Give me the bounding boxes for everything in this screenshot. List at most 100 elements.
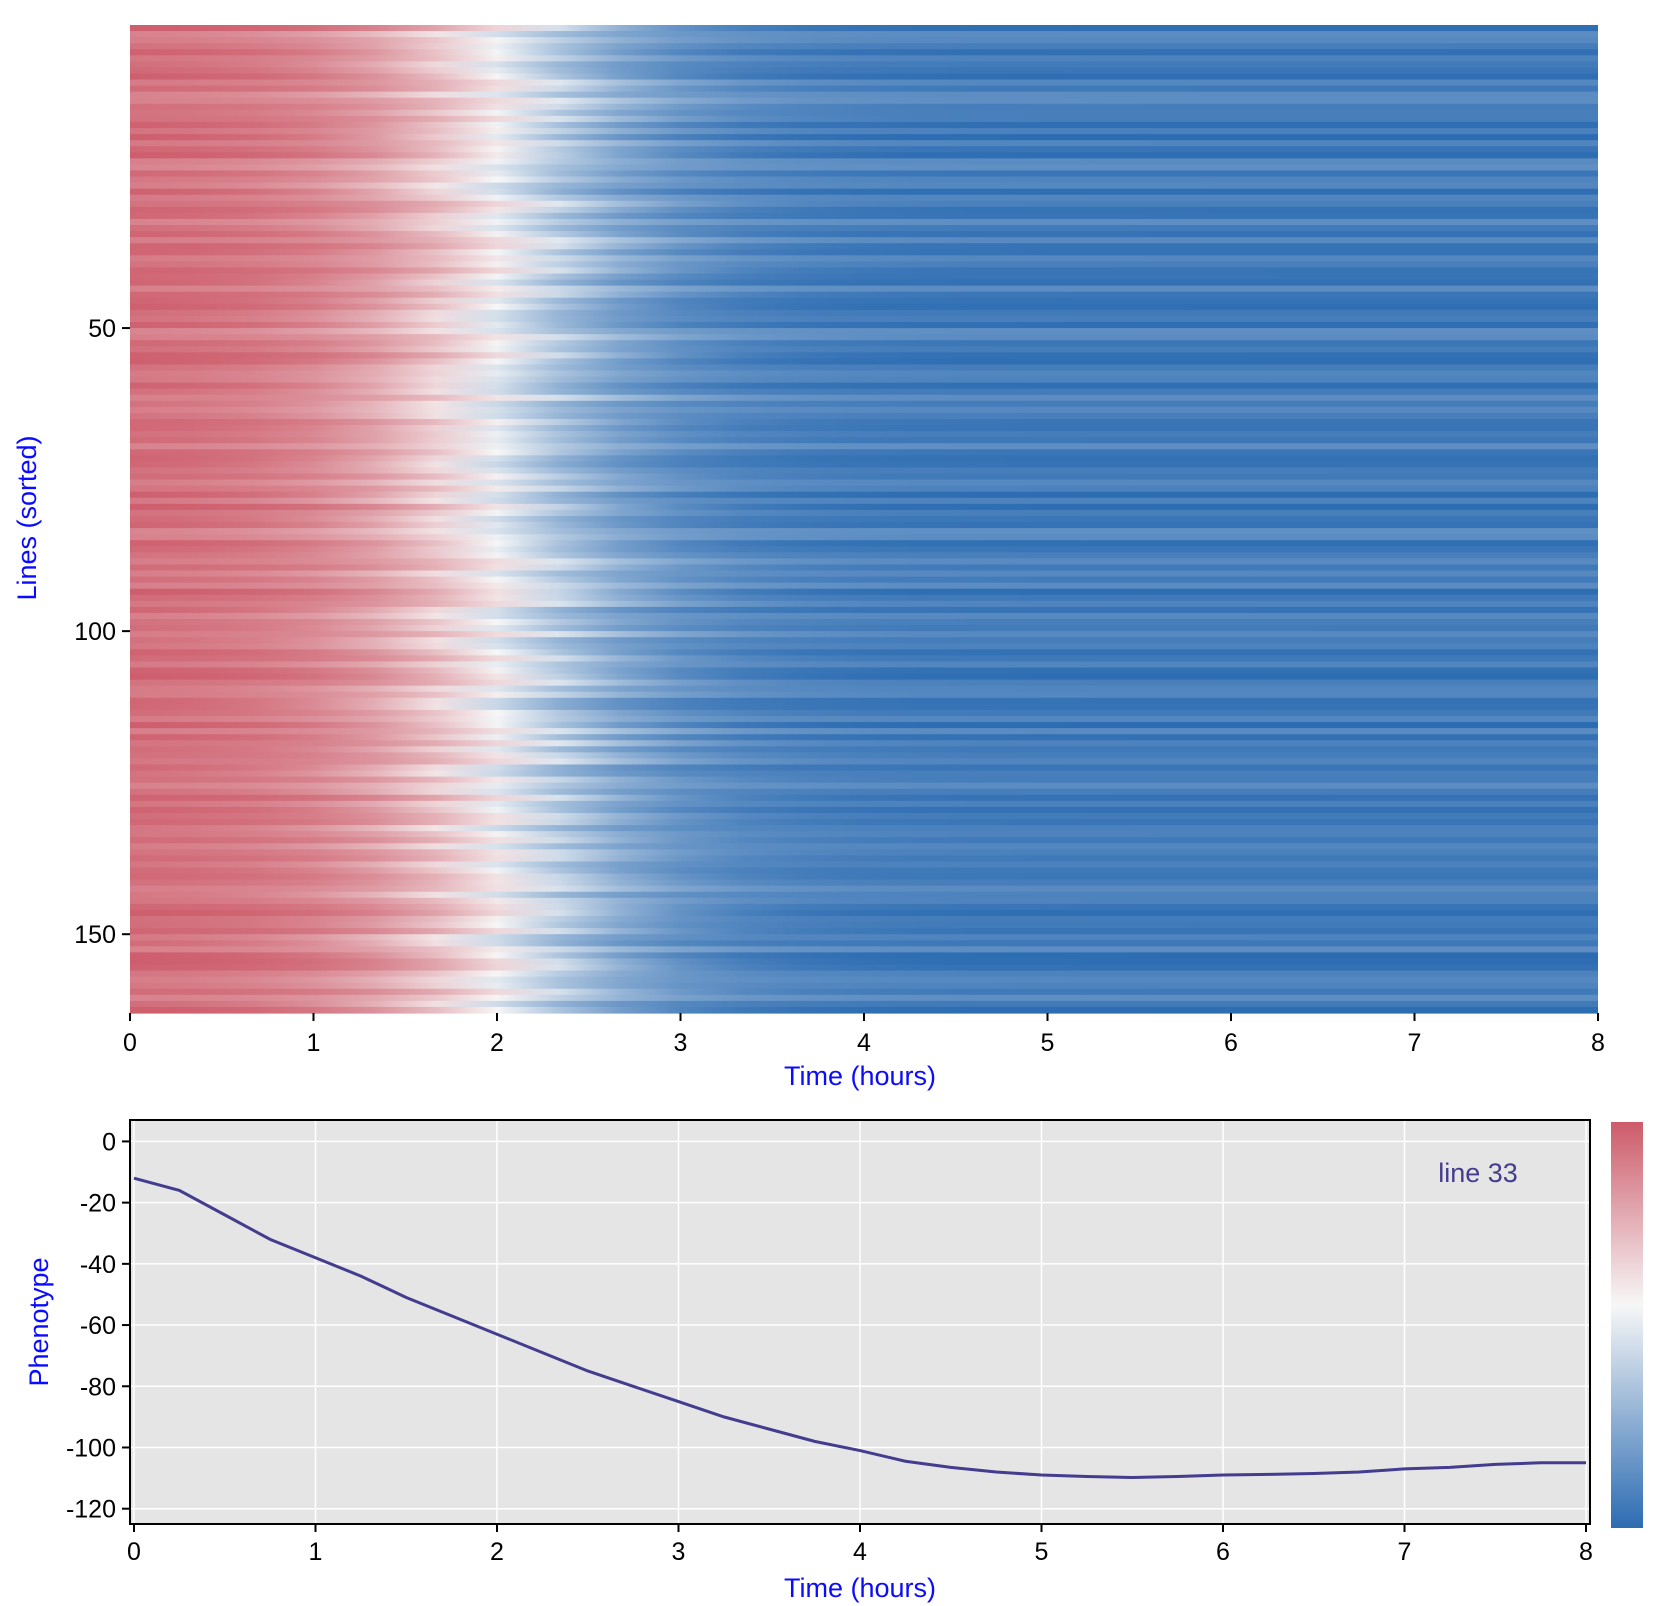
- heatmap-row: [130, 479, 1598, 487]
- heatmap-row: [130, 358, 1598, 366]
- heatmap-row: [130, 231, 1598, 238]
- heatmap-row: [130, 394, 1598, 402]
- heatmap-row: [130, 467, 1598, 475]
- heatmap-row: [130, 461, 1598, 469]
- x-tick-label: 4: [853, 1538, 867, 1566]
- heatmap-row: [130, 988, 1598, 996]
- heatmap-row: [130, 594, 1598, 602]
- heatmap-row: [130, 437, 1598, 444]
- heatmap-row: [130, 776, 1598, 784]
- heatmap-row: [130, 819, 1598, 826]
- heatmap-row: [130, 552, 1598, 559]
- heatmap-row: [130, 740, 1598, 747]
- heatmap-row: [130, 352, 1598, 359]
- heatmap-cells: [130, 25, 1598, 1014]
- x-tick-label: 4: [857, 1029, 871, 1057]
- heatmap-row: [130, 843, 1598, 850]
- y-tick-label: 50: [88, 315, 116, 343]
- heatmap-row: [130, 188, 1598, 196]
- heatmap-row: [130, 128, 1598, 135]
- line-plot-gridlines: [131, 1121, 1589, 1523]
- heatmap-row: [130, 631, 1598, 638]
- heatmap-row: [130, 55, 1598, 62]
- x-tick-label: 6: [1224, 1029, 1238, 1057]
- heatmap-row: [130, 764, 1598, 772]
- heatmap-row: [130, 540, 1598, 547]
- heatmap-x-ticks: 0 1 2 3 4 5 6 7 8: [123, 1013, 1605, 1057]
- heatmap-row: [130, 806, 1598, 814]
- line-plot-x-ticks: 0 1 2 3 4 5 6 7 8: [127, 1524, 1593, 1566]
- y-tick-label: -60: [80, 1312, 116, 1340]
- heatmap-row: [130, 103, 1598, 111]
- heatmap-row: [130, 891, 1598, 899]
- heatmap-row: [130, 485, 1598, 493]
- heatmap-row: [130, 746, 1598, 753]
- heatmap-row: [130, 649, 1598, 656]
- heatmap-row: [130, 515, 1598, 523]
- heatmap-row: [130, 334, 1598, 341]
- heatmap-row: [130, 164, 1598, 172]
- heatmap-row: [130, 473, 1598, 481]
- heatmap-row: [130, 800, 1598, 808]
- heatmap-row: [130, 382, 1598, 390]
- x-tick-label: 3: [674, 1029, 688, 1057]
- y-tick-label: -40: [80, 1251, 116, 1279]
- heatmap-panel: 0 1 2 3 4 5 6 7 8 50 100 150 Time (hours) Lines (s…: [12, 25, 1605, 1091]
- heatmap-row: [130, 673, 1598, 681]
- heatmap-row: [130, 934, 1598, 941]
- heatmap-row: [130, 400, 1598, 408]
- line-plot-y-axis-title: Phenotype: [24, 1257, 54, 1386]
- heatmap-row: [130, 200, 1598, 208]
- heatmap-row: [130, 946, 1598, 953]
- heatmap-row: [130, 812, 1598, 820]
- heatmap-row: [130, 1000, 1598, 1008]
- heatmap-row: [130, 940, 1598, 947]
- x-tick-label: 0: [123, 1029, 137, 1057]
- y-tick-label: -80: [80, 1373, 116, 1401]
- heatmap-row: [130, 309, 1598, 317]
- heatmap-row: [130, 79, 1598, 87]
- heatmap-row: [130, 570, 1598, 578]
- heatmap-row: [130, 261, 1598, 269]
- heatmap-row: [130, 922, 1598, 929]
- heatmap-row: [130, 509, 1598, 517]
- heatmap-row: [130, 958, 1598, 966]
- heatmap-row: [130, 322, 1598, 329]
- x-tick-label: 8: [1591, 1029, 1605, 1057]
- heatmap-x-axis-title: Time (hours): [784, 1061, 936, 1091]
- heatmap-row: [130, 994, 1598, 1002]
- heatmap-y-ticks: 50 100 150: [74, 315, 130, 949]
- heatmap-row: [130, 916, 1598, 923]
- heatmap-row: [130, 267, 1598, 275]
- line-plot-y-ticks: 0 -20 -40 -60 -80 -100 -120: [66, 1128, 130, 1524]
- heatmap-row: [130, 534, 1598, 541]
- heatmap-row: [130, 691, 1598, 699]
- heatmap-row: [130, 837, 1598, 844]
- heatmap-row: [130, 115, 1598, 123]
- heatmap-row: [130, 431, 1598, 438]
- heatmap-row: [130, 158, 1598, 166]
- heatmap-row: [130, 121, 1598, 129]
- heatmap-row: [130, 37, 1598, 44]
- x-tick-label: 3: [672, 1538, 686, 1566]
- heatmap-row: [130, 1006, 1598, 1014]
- x-tick-label: 1: [309, 1538, 323, 1566]
- heatmap-row: [130, 770, 1598, 778]
- heatmap-row: [130, 67, 1598, 75]
- x-tick-label: 0: [127, 1538, 141, 1566]
- heatmap-row: [130, 976, 1598, 984]
- x-tick-label: 5: [1035, 1538, 1049, 1566]
- y-tick-label: -120: [66, 1496, 116, 1524]
- heatmap-row: [130, 297, 1598, 305]
- heatmap-row: [130, 212, 1598, 220]
- heatmap-row: [130, 582, 1598, 590]
- heatmap-row: [130, 928, 1598, 935]
- heatmap-row: [130, 425, 1598, 432]
- heatmap-row: [130, 194, 1598, 202]
- heatmap-row: [130, 279, 1598, 287]
- heatmap-row: [130, 831, 1598, 838]
- heatmap-row: [130, 612, 1598, 620]
- heatmap-row: [130, 91, 1598, 99]
